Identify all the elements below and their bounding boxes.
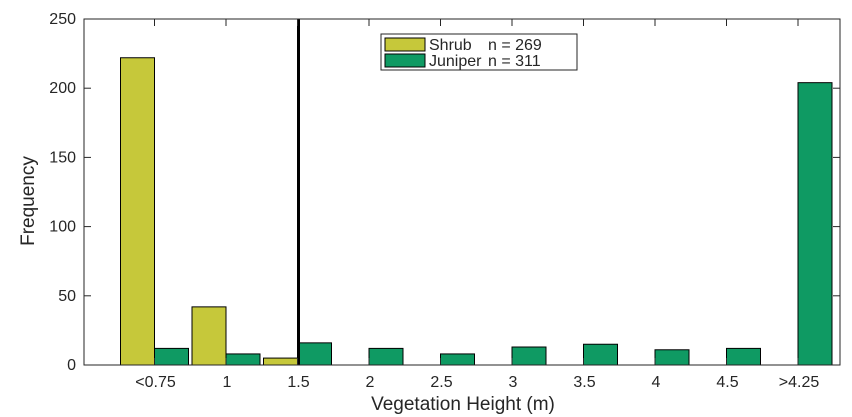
x-tick-label: 1 xyxy=(223,374,232,391)
y-axis: 0 50 100 150 200 250 xyxy=(49,11,840,374)
bar-juniper-2 xyxy=(297,342,332,366)
legend-swatch-shrub xyxy=(384,37,426,52)
bar-juniper-1 xyxy=(225,353,261,366)
bar-juniper-6 xyxy=(583,343,618,366)
bar-juniper-9 xyxy=(797,82,833,366)
x-tick-label: >4.25 xyxy=(779,374,820,391)
bar-shrub-0 xyxy=(120,57,155,366)
x-tick-label: <0.75 xyxy=(135,374,176,391)
bar-juniper-0 xyxy=(154,347,189,366)
x-tick-label: 2 xyxy=(366,374,375,391)
x-tick-label: 2.5 xyxy=(430,374,452,391)
y-tick-label: 100 xyxy=(49,219,76,236)
x-tick-label: 3.5 xyxy=(573,374,595,391)
plot-area-frame xyxy=(83,18,841,366)
x-tick-label: 3 xyxy=(509,374,518,391)
bar-shrub-2 xyxy=(263,357,298,366)
x-tick-label: 4.5 xyxy=(716,374,738,391)
x-tick-label: 4 xyxy=(652,374,661,391)
legend-label-juniper: Juniper xyxy=(429,53,482,70)
y-tick-label: 0 xyxy=(67,357,76,374)
y-tick-label: 250 xyxy=(49,11,76,28)
bars-layer xyxy=(120,57,833,366)
bar-juniper-4 xyxy=(440,353,475,366)
legend-label-shrub: Shrub xyxy=(429,37,472,54)
bar-juniper-7 xyxy=(654,349,690,366)
x-tick-label: 1.5 xyxy=(287,374,309,391)
y-tick-label: 150 xyxy=(49,149,76,166)
legend: Shrub n = 269 Juniper n = 311 xyxy=(380,33,578,71)
bar-juniper-8 xyxy=(726,347,761,366)
bar-shrub-1 xyxy=(191,306,227,366)
bar-juniper-3 xyxy=(368,347,404,366)
bar-juniper-5 xyxy=(511,346,547,366)
x-axis: <0.75 1 1.5 2 2.5 3 3.5 4 4.5 >4.25 xyxy=(135,19,819,391)
y-tick-label: 50 xyxy=(58,288,76,305)
x-axis-title: Vegetation Height (m) xyxy=(371,394,555,415)
legend-n-juniper: n = 311 xyxy=(488,53,541,70)
y-tick-label: 200 xyxy=(49,80,76,97)
y-axis-title: Frequency xyxy=(18,156,39,246)
legend-n-shrub: n = 269 xyxy=(488,37,542,54)
legend-swatch-juniper xyxy=(384,53,426,68)
